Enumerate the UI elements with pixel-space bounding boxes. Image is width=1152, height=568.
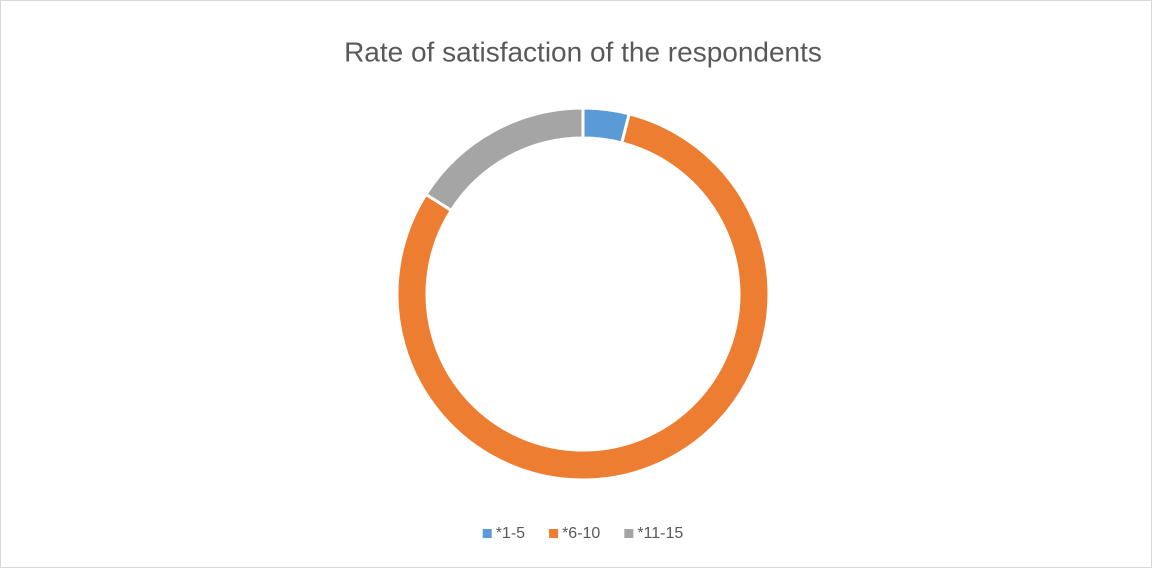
legend-label: *6-10 xyxy=(562,525,600,542)
donut-segment xyxy=(423,106,585,213)
chart-title: Rate of satisfaction of the respondents xyxy=(344,36,822,67)
legend-swatch xyxy=(549,529,559,538)
legend-swatch xyxy=(624,529,634,538)
legend-label: *11-15 xyxy=(637,525,683,542)
donut-segment xyxy=(395,112,771,482)
legend-label: *1-5 xyxy=(496,525,525,542)
legend-swatch xyxy=(482,529,492,538)
